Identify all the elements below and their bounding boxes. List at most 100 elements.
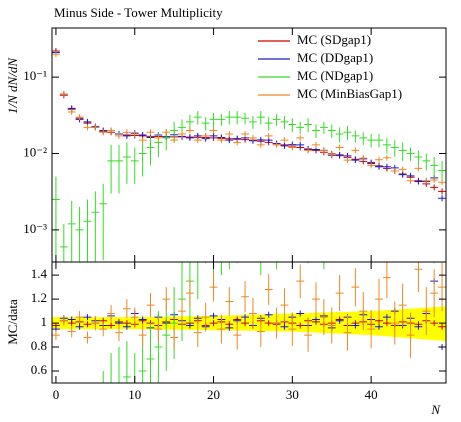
data-point xyxy=(228,262,230,270)
data-point xyxy=(359,132,368,145)
data-point xyxy=(209,132,218,139)
data-point xyxy=(280,288,289,322)
data-point xyxy=(312,124,320,138)
data-point xyxy=(391,143,399,239)
data-point xyxy=(67,316,76,323)
data-point xyxy=(390,168,399,175)
data-point xyxy=(398,142,407,161)
data-point xyxy=(304,318,313,352)
data-point xyxy=(209,320,218,327)
y-tick-label: 1.4 xyxy=(31,266,48,281)
x-tick-label: 10 xyxy=(128,387,141,402)
data-point xyxy=(67,325,76,338)
data-point xyxy=(197,262,199,300)
data-point xyxy=(296,141,305,148)
data-point xyxy=(154,134,163,141)
data-point xyxy=(398,283,407,327)
data-point xyxy=(154,317,163,342)
data-point xyxy=(59,223,68,262)
data-point xyxy=(382,154,391,161)
data-point xyxy=(264,273,273,306)
data-point xyxy=(75,114,84,121)
data-point xyxy=(99,183,108,261)
data-point xyxy=(438,195,446,202)
data-point xyxy=(205,262,207,264)
data-point xyxy=(406,312,415,358)
data-point xyxy=(83,321,92,328)
data-point xyxy=(256,111,265,125)
data-point xyxy=(241,112,249,125)
data-point xyxy=(281,149,289,245)
ratio-plot xyxy=(52,125,446,383)
data-point xyxy=(280,323,289,330)
data-point xyxy=(241,314,249,321)
data-point xyxy=(249,134,257,141)
data-point xyxy=(438,179,446,186)
data-point xyxy=(367,134,376,148)
data-point xyxy=(319,299,328,336)
data-point xyxy=(430,320,439,327)
data-point xyxy=(138,137,147,144)
data-point xyxy=(52,330,60,340)
data-point xyxy=(296,264,305,298)
data-point xyxy=(312,143,320,239)
data-point xyxy=(138,316,147,323)
legend-label: MC (MinBiasGap1) xyxy=(297,86,402,101)
data-point xyxy=(107,127,116,134)
data-point xyxy=(193,111,202,125)
data-point xyxy=(312,316,320,323)
data-point xyxy=(312,141,320,148)
data-point xyxy=(75,323,84,330)
data-point xyxy=(399,125,407,233)
data-point xyxy=(249,115,257,129)
legend-label: MC (SDgap1) xyxy=(297,32,371,47)
data-point xyxy=(162,287,171,312)
data-point xyxy=(209,272,218,302)
data-point xyxy=(327,124,336,138)
data-point xyxy=(241,320,249,327)
data-point xyxy=(343,125,352,141)
data-point xyxy=(130,131,139,138)
data-point xyxy=(265,149,273,245)
data-point xyxy=(327,151,336,158)
data-point xyxy=(327,307,336,344)
data-point xyxy=(304,118,313,133)
data-point xyxy=(414,178,423,185)
data-point xyxy=(422,287,431,336)
data-point xyxy=(209,127,218,134)
data-point xyxy=(264,320,273,327)
data-point xyxy=(91,315,100,331)
data-point xyxy=(351,322,360,329)
data-point xyxy=(162,299,171,372)
y-axis-label: 1/N dN/dN xyxy=(5,57,20,114)
data-point xyxy=(422,177,431,184)
data-point xyxy=(138,131,147,138)
chart-title: Minus Side - Tower Multiplicity xyxy=(54,5,223,20)
data-point xyxy=(382,320,391,327)
data-point xyxy=(233,320,242,350)
data-point xyxy=(272,141,281,148)
ratio-frame xyxy=(51,261,447,384)
data-point xyxy=(178,297,186,325)
data-point xyxy=(335,275,344,312)
data-point xyxy=(236,262,238,264)
data-point xyxy=(256,315,265,348)
data-point xyxy=(146,293,155,318)
data-point xyxy=(233,111,242,125)
data-point xyxy=(107,305,116,322)
data-point xyxy=(146,135,155,166)
data-point xyxy=(323,262,325,270)
data-point xyxy=(122,142,131,184)
data-point xyxy=(336,155,344,251)
data-point xyxy=(91,124,100,131)
data-point xyxy=(398,171,407,178)
x-tick-label: 40 xyxy=(365,387,378,402)
data-point xyxy=(99,321,108,337)
data-point xyxy=(193,318,202,348)
y-tick-label: 1 xyxy=(41,314,48,329)
data-point xyxy=(383,149,391,245)
data-point xyxy=(319,121,328,135)
data-point xyxy=(225,287,234,316)
data-point xyxy=(162,129,171,136)
data-point xyxy=(115,144,123,194)
